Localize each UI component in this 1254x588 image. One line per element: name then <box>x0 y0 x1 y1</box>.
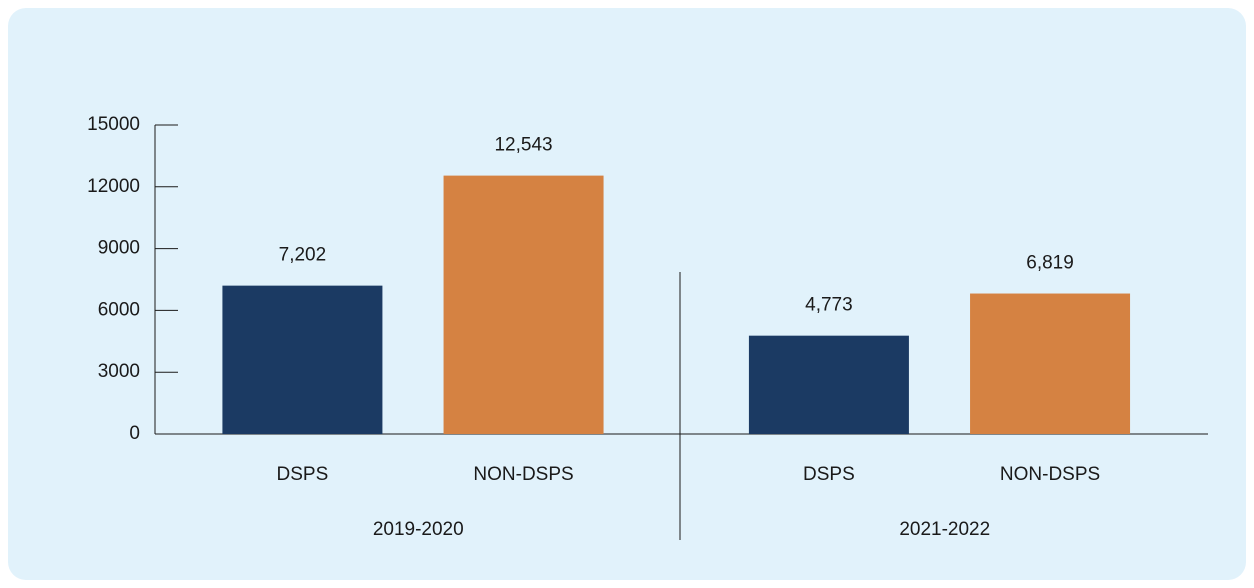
category-label: NON-DSPS <box>1000 464 1100 485</box>
y-tick-label: 6000 <box>98 299 140 320</box>
chart-panel <box>8 8 1246 580</box>
group-label: 2021-2022 <box>899 519 990 540</box>
y-tick-label: 9000 <box>98 238 140 259</box>
category-label: NON-DSPS <box>473 464 573 485</box>
bar <box>443 175 604 434</box>
y-tick-label: 0 <box>129 423 140 444</box>
category-label: DSPS <box>803 464 855 485</box>
value-label: 7,202 <box>279 245 327 266</box>
bar <box>748 335 909 434</box>
category-label: DSPS <box>277 464 329 485</box>
value-label: 6,819 <box>1026 253 1074 274</box>
bar <box>222 285 383 434</box>
value-label: 4,773 <box>805 295 853 316</box>
y-tick-label: 15000 <box>87 114 140 135</box>
group-label: 2019-2020 <box>373 519 464 540</box>
value-label: 12,543 <box>494 135 552 156</box>
y-tick-label: 3000 <box>98 361 140 382</box>
y-tick-label: 12000 <box>87 176 140 197</box>
bar <box>970 293 1131 434</box>
